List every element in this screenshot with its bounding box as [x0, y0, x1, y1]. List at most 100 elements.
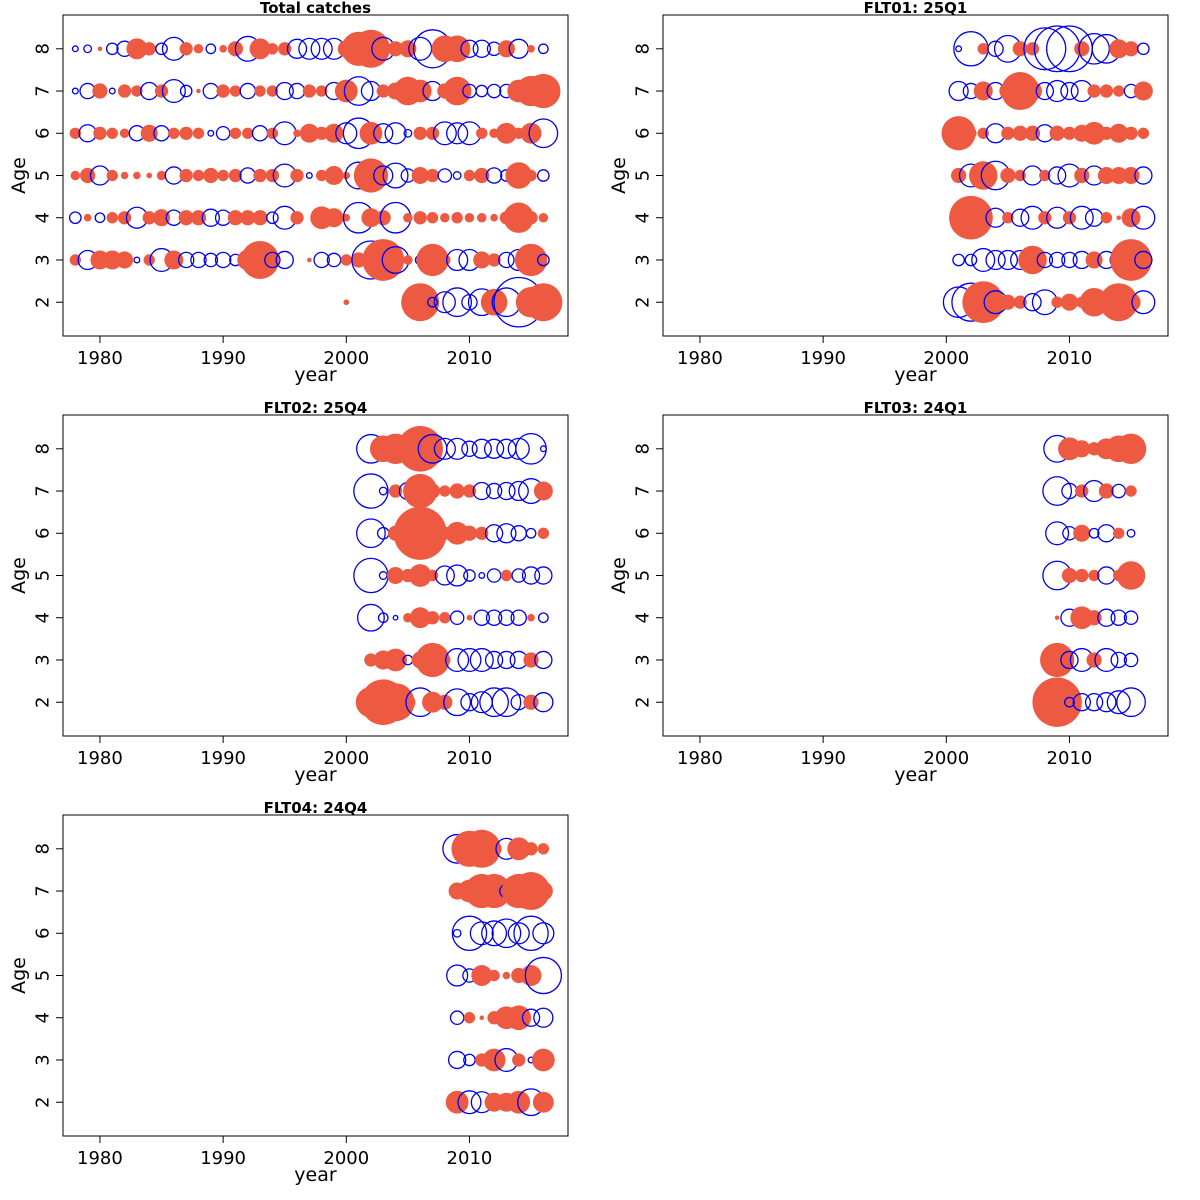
residual-bubble-negative: [473, 251, 491, 269]
residual-bubble-negative: [1109, 123, 1129, 143]
residual-bubble-negative: [1001, 126, 1015, 140]
residual-bubble-negative: [1137, 127, 1150, 139]
residual-bubble-positive: [1097, 524, 1116, 543]
residual-bubble-positive: [161, 78, 186, 104]
x-tick-label: 1980: [77, 1148, 123, 1169]
residual-bubble-positive: [1048, 251, 1066, 269]
residual-bubble-positive: [521, 566, 541, 585]
residual-bubble-positive: [491, 918, 522, 949]
residual-bubble-negative: [463, 1012, 476, 1024]
residual-bubble-negative: [242, 127, 254, 139]
y-tick-label: 7: [33, 85, 54, 96]
residual-bubble-negative: [486, 841, 502, 857]
residual-bubble-positive: [537, 612, 549, 624]
residual-bubble-positive: [486, 568, 502, 583]
residual-bubble-positive: [451, 915, 488, 952]
residual-bubble-negative: [1097, 166, 1115, 185]
residual-bubble-positive: [205, 43, 217, 55]
residual-bubble-positive: [446, 437, 469, 460]
residual-bubble-positive: [442, 287, 473, 318]
residual-bubble-negative: [92, 83, 108, 99]
residual-bubble-negative: [241, 240, 280, 279]
residual-bubble-negative: [968, 161, 998, 190]
residual-bubble-negative: [1115, 433, 1147, 464]
y-tick-label: 2: [633, 296, 654, 307]
residual-bubble-negative: [106, 127, 118, 139]
residual-bubble-negative: [1000, 167, 1016, 184]
residual-bubble-negative: [1074, 167, 1090, 184]
residual-bubble-negative: [364, 653, 378, 667]
residual-bubble-negative: [266, 127, 279, 139]
y-tick-label: 2: [633, 696, 654, 707]
residual-bubble-negative: [384, 648, 407, 672]
residual-bubble-negative: [416, 243, 449, 277]
residual-bubble-negative: [973, 208, 993, 228]
residual-bubble-negative: [497, 40, 515, 58]
residual-bubble-positive: [356, 603, 385, 632]
chart-panel-4: FLT03: 24Q1 1980 1990 2000 2010 2 3 4 5 6 7 8 year Ag…: [608, 399, 1169, 786]
residual-bubble-negative: [1121, 292, 1141, 312]
residual-bubble-negative: [408, 79, 432, 103]
residual-bubble-negative: [1116, 215, 1122, 221]
residual-bubble-positive: [433, 437, 456, 460]
residual-bubble-negative: [164, 250, 184, 270]
residual-bubble-positive: [498, 251, 515, 269]
residual-bubble-positive: [286, 38, 308, 59]
residual-bubble-negative: [1098, 483, 1115, 499]
residual-bubble-positive: [1134, 250, 1153, 270]
residual-bubble-negative: [477, 212, 487, 223]
residual-bubble-negative: [359, 121, 383, 145]
residual-bubble-negative: [315, 169, 328, 182]
x-tick-label: 2000: [923, 348, 969, 369]
y-tick-label: 6: [633, 528, 654, 539]
residual-bubble-positive: [469, 921, 494, 946]
residual-bubble-negative: [532, 1091, 554, 1113]
residual-bubble-negative: [1075, 484, 1089, 498]
residual-bubble-negative: [254, 85, 266, 97]
x-tick-label: 2010: [447, 748, 493, 769]
residual-bubble-negative: [439, 612, 451, 624]
residual-bubble-positive: [471, 438, 492, 459]
residual-bubble-positive: [497, 650, 516, 670]
residual-bubble-positive: [179, 84, 193, 98]
residual-bubble-positive: [510, 609, 527, 626]
residual-bubble-negative: [425, 611, 440, 625]
residual-bubble-positive: [446, 564, 469, 587]
residual-bubble-positive: [202, 82, 220, 100]
x-tick-label: 1980: [77, 348, 123, 369]
residual-bubble-positive: [1023, 27, 1067, 71]
residual-bubble-positive: [105, 42, 119, 56]
residual-bubble-negative: [324, 208, 344, 228]
residual-bubble-positive: [457, 1090, 482, 1115]
residual-bubble-positive: [1134, 166, 1153, 185]
residual-bubble-positive: [484, 650, 504, 670]
residual-bubble-negative: [520, 122, 542, 144]
residual-bubble-positive: [971, 247, 996, 273]
residual-bubble-negative: [1070, 606, 1094, 630]
residual-bubble-positive: [239, 167, 257, 184]
residual-bubble-positive: [1042, 476, 1073, 506]
residual-bubble-negative: [1116, 561, 1146, 590]
residual-bubble-positive: [1010, 208, 1030, 227]
residual-bubble-negative: [1032, 677, 1082, 727]
residual-bubble-negative: [965, 127, 977, 139]
residual-bubble-negative: [131, 85, 143, 97]
residual-bubble-negative: [178, 210, 194, 226]
residual-bubble-negative: [462, 484, 477, 498]
residual-bubble-positive: [378, 486, 388, 496]
residual-bubble-positive: [376, 526, 390, 540]
residual-bubble-negative: [526, 73, 561, 109]
residual-bubble-positive: [533, 1007, 554, 1028]
residual-bubble-positive: [498, 609, 515, 626]
panel-title: Total catches: [260, 0, 371, 17]
residual-bubble-positive: [203, 252, 219, 268]
residual-bubble-negative: [408, 564, 432, 587]
y-tick-label: 3: [633, 254, 654, 265]
residual-bubble-positive: [1116, 687, 1146, 718]
residual-bubble-negative: [512, 1053, 526, 1067]
residual-bubble-negative: [400, 694, 416, 710]
residual-bubble-negative: [315, 85, 328, 97]
residual-bubble-positive: [463, 569, 476, 582]
residual-bubble-negative: [397, 425, 443, 472]
y-tick-label: 6: [33, 928, 54, 939]
